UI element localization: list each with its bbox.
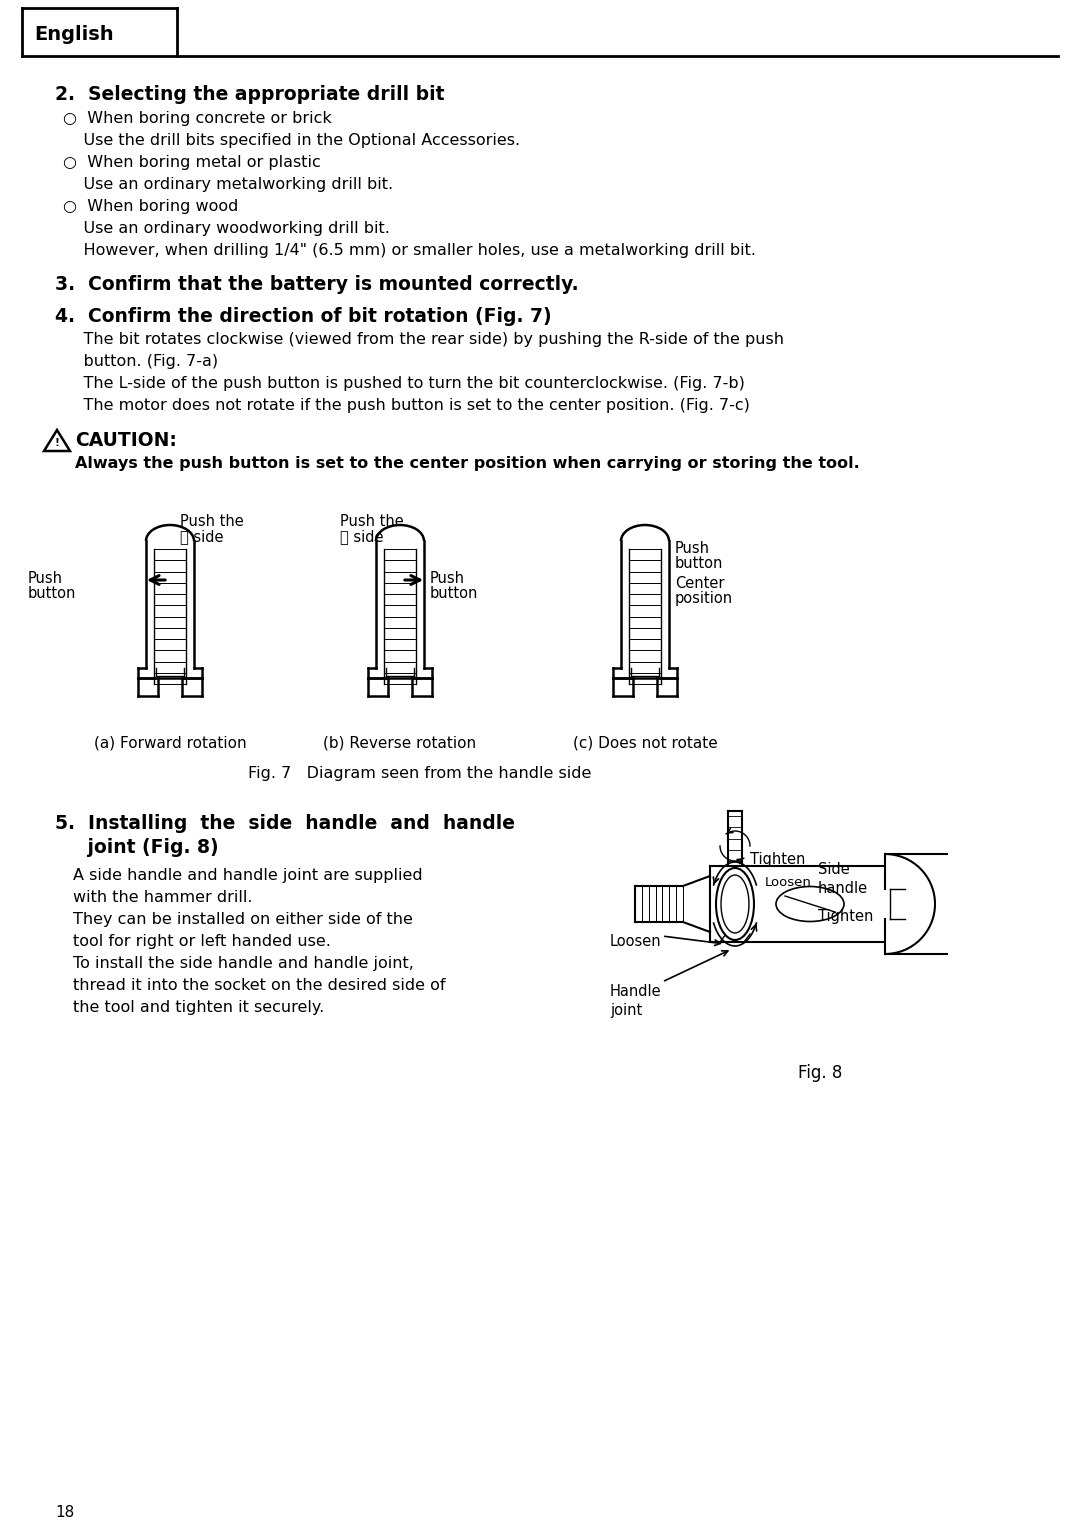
Text: The motor does not rotate if the push button is set to the center position. (Fig: The motor does not rotate if the push bu… <box>63 398 750 413</box>
Text: Center: Center <box>675 576 725 592</box>
Text: tool for right or left handed use.: tool for right or left handed use. <box>73 934 330 950</box>
Text: Handle
joint: Handle joint <box>610 985 662 1018</box>
Text: Tighten: Tighten <box>818 910 874 924</box>
Text: 18: 18 <box>55 1505 75 1520</box>
Text: English: English <box>33 24 113 43</box>
Ellipse shape <box>721 875 750 933</box>
Text: joint (Fig. 8): joint (Fig. 8) <box>55 838 218 856</box>
Text: Fig. 8: Fig. 8 <box>798 1064 842 1083</box>
Text: thread it into the socket on the desired side of: thread it into the socket on the desired… <box>73 979 446 992</box>
Text: Push the: Push the <box>180 514 244 529</box>
Text: (c) Does not rotate: (c) Does not rotate <box>572 735 717 751</box>
Text: 4.  Confirm the direction of bit rotation (Fig. 7): 4. Confirm the direction of bit rotation… <box>55 307 552 326</box>
Text: A side handle and handle joint are supplied: A side handle and handle joint are suppl… <box>73 868 422 884</box>
Text: The L-side of the push button is pushed to turn the bit counterclockwise. (Fig. : The L-side of the push button is pushed … <box>63 376 745 391</box>
Text: 2.  Selecting the appropriate drill bit: 2. Selecting the appropriate drill bit <box>55 86 445 104</box>
Text: Always the push button is set to the center position when carrying or storing th: Always the push button is set to the cen… <box>75 456 860 471</box>
Text: Fig. 7   Diagram seen from the handle side: Fig. 7 Diagram seen from the handle side <box>248 766 592 781</box>
Text: The bit rotates clockwise (viewed from the rear side) by pushing the R-side of t: The bit rotates clockwise (viewed from t… <box>63 332 784 347</box>
Text: ○  When boring wood: ○ When boring wood <box>63 199 239 214</box>
Text: ○  When boring concrete or brick: ○ When boring concrete or brick <box>63 112 332 125</box>
Text: Side
handle: Side handle <box>818 862 868 896</box>
Text: ○  When boring metal or plastic: ○ When boring metal or plastic <box>63 154 321 170</box>
Text: button: button <box>430 586 478 601</box>
Text: Use an ordinary woodworking drill bit.: Use an ordinary woodworking drill bit. <box>63 222 390 235</box>
Text: Use an ordinary metalworking drill bit.: Use an ordinary metalworking drill bit. <box>63 177 393 193</box>
Text: Tighten: Tighten <box>750 852 806 867</box>
Text: position: position <box>675 592 733 605</box>
Text: button: button <box>675 557 724 570</box>
Text: the tool and tighten it securely.: the tool and tighten it securely. <box>73 1000 324 1015</box>
Text: To install the side handle and handle joint,: To install the side handle and handle jo… <box>73 956 414 971</box>
Text: !: ! <box>55 437 59 448</box>
Text: Loosen: Loosen <box>765 876 812 888</box>
Text: 3.  Confirm that the battery is mounted correctly.: 3. Confirm that the battery is mounted c… <box>55 275 579 294</box>
Text: Push: Push <box>675 541 710 557</box>
Ellipse shape <box>716 868 754 940</box>
Text: (a) Forward rotation: (a) Forward rotation <box>94 735 246 751</box>
Text: Push the: Push the <box>340 514 404 529</box>
Text: Push: Push <box>430 570 465 586</box>
Text: CAUTION:: CAUTION: <box>75 431 177 450</box>
Text: Loosen: Loosen <box>610 934 662 950</box>
Text: 5.  Installing  the  side  handle  and  handle: 5. Installing the side handle and handle <box>55 813 515 833</box>
Ellipse shape <box>777 887 843 922</box>
Text: Use the drill bits specified in the Optional Accessories.: Use the drill bits specified in the Opti… <box>63 133 521 148</box>
Text: Push: Push <box>28 570 63 586</box>
Text: They can be installed on either side of the: They can be installed on either side of … <box>73 911 413 927</box>
Text: with the hammer drill.: with the hammer drill. <box>73 890 253 905</box>
Text: However, when drilling 1/4" (6.5 mm) or smaller holes, use a metalworking drill : However, when drilling 1/4" (6.5 mm) or … <box>63 243 756 258</box>
Text: button. (Fig. 7-a): button. (Fig. 7-a) <box>63 355 218 368</box>
Text: Ⓡ side: Ⓡ side <box>180 529 224 544</box>
Text: (b) Reverse rotation: (b) Reverse rotation <box>323 735 476 751</box>
Text: Ⓛ side: Ⓛ side <box>340 529 383 544</box>
Text: button: button <box>28 586 77 601</box>
